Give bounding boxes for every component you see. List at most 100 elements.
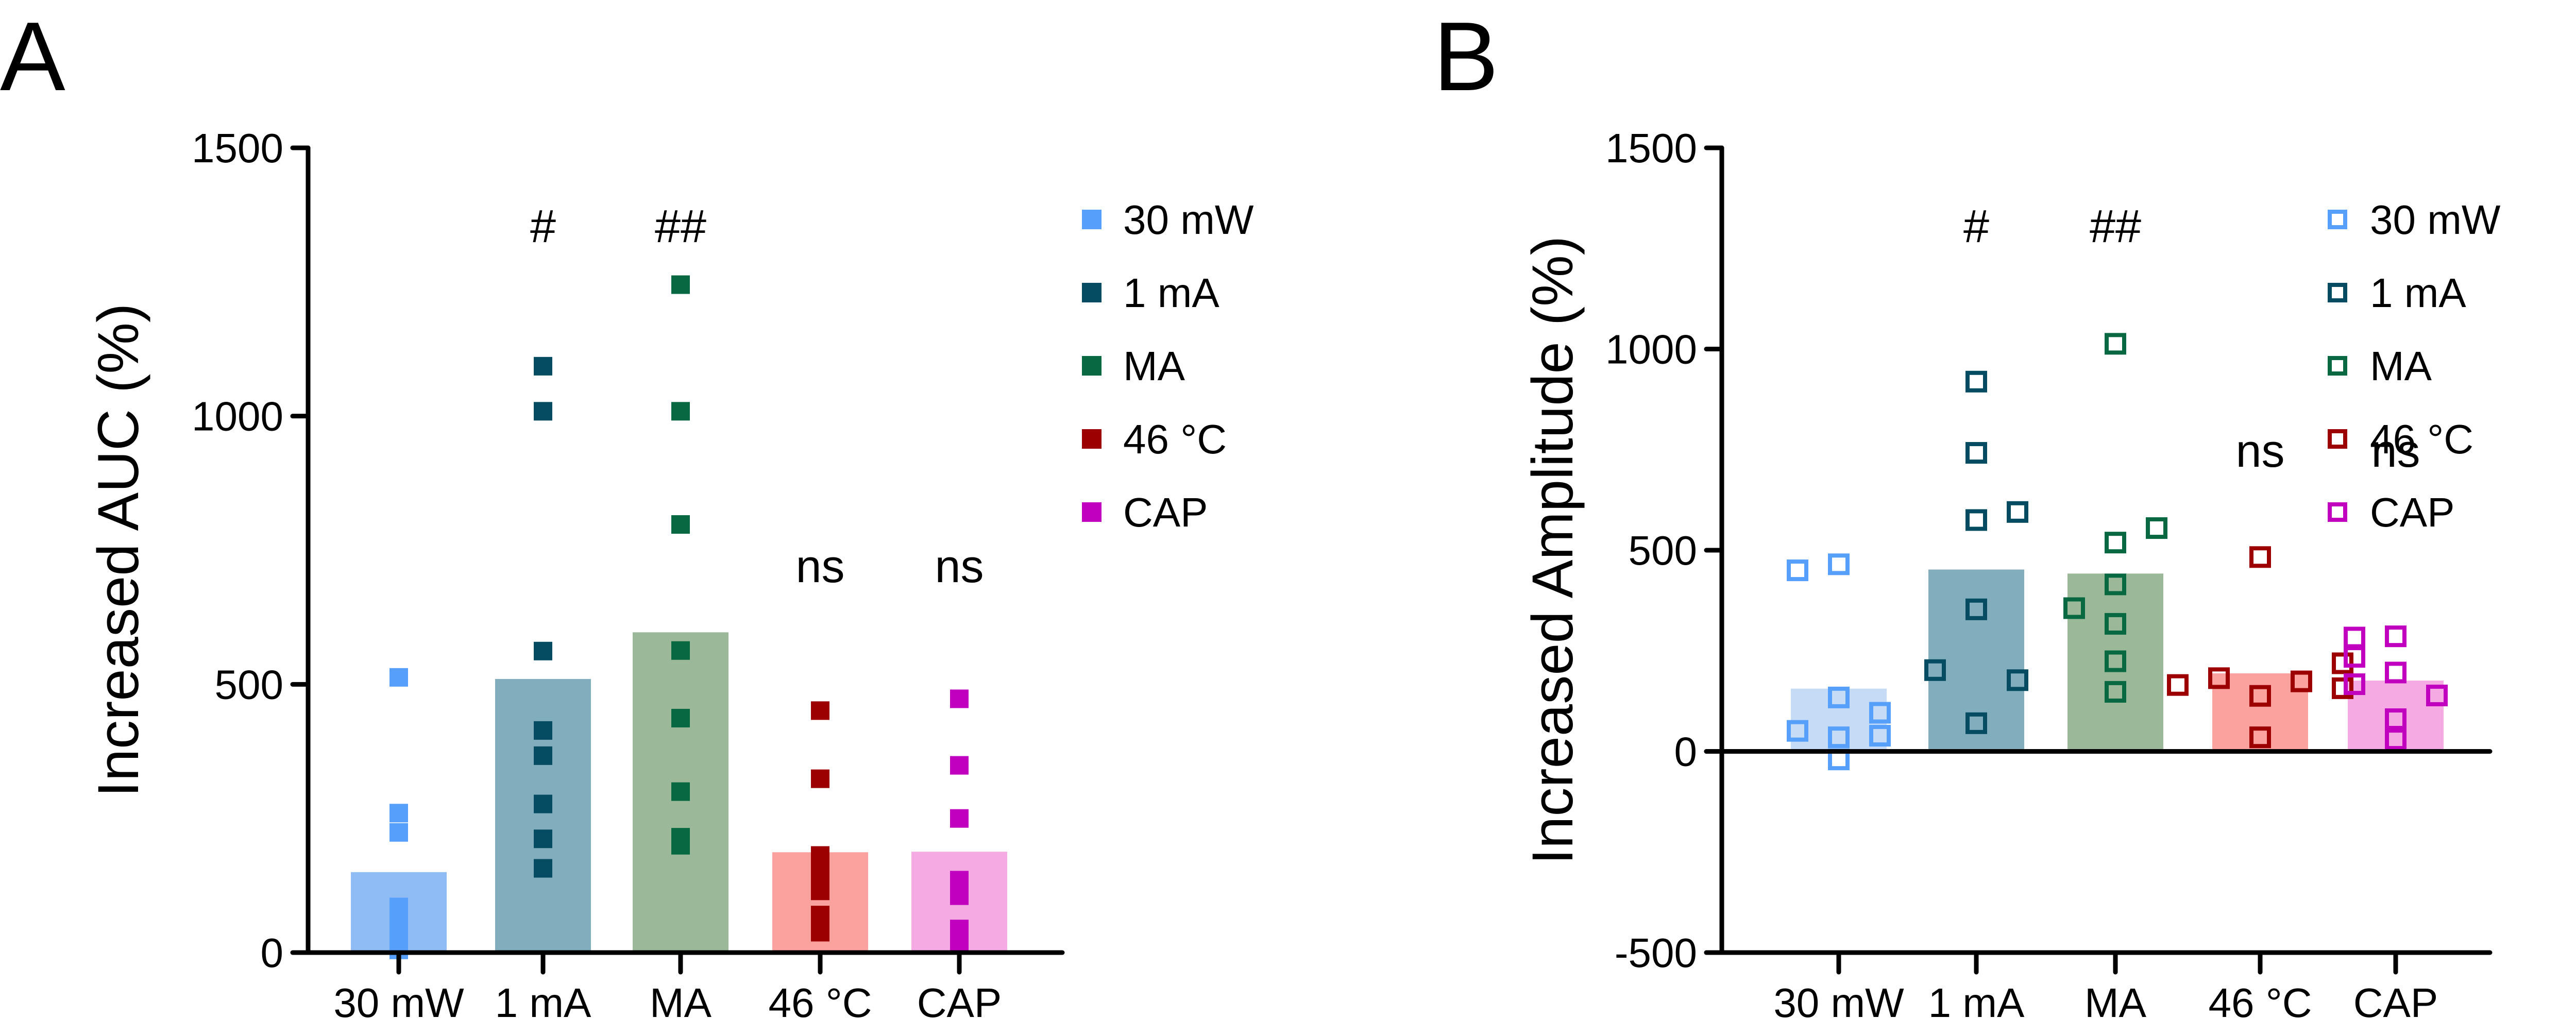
legend-marker (1082, 502, 1101, 522)
data-point (2332, 652, 2353, 674)
legend-marker (2328, 502, 2347, 522)
data-point (2344, 626, 2365, 649)
data-point (2249, 546, 2271, 568)
data-point (671, 782, 690, 801)
data-point (950, 886, 969, 905)
legend-marker (1082, 283, 1101, 302)
bar-1-ma (495, 678, 591, 953)
y-axis-title-b: Increased Amplitude (%) (1520, 236, 1585, 864)
data-point (2146, 517, 2167, 539)
data-point (2291, 670, 2312, 692)
data-point (1965, 598, 1987, 620)
y-ticks-b: -500 0 500 1000 1500 (1605, 125, 1724, 976)
points-b (1787, 333, 2448, 771)
panel-b: B Increased Amplitude (%) -500 0 500 1000 15… (1433, 2, 2501, 1026)
data-point (2105, 650, 2126, 672)
data-point (2385, 708, 2406, 731)
legend-marker (2328, 356, 2347, 376)
data-point (389, 668, 408, 687)
legend-label: 46 °C (1123, 416, 1227, 462)
data-point (2105, 573, 2126, 596)
data-point (2105, 532, 2126, 554)
data-point (2426, 684, 2448, 706)
data-point (1965, 442, 1987, 464)
data-point (950, 932, 969, 951)
legend-label: CAP (1123, 489, 1208, 535)
data-point (2063, 597, 2085, 619)
legend-label: MA (1123, 343, 1185, 389)
legend-marker (2328, 283, 2347, 302)
data-point (1869, 725, 1891, 747)
data-point (2007, 501, 2028, 523)
data-point (2249, 685, 2271, 707)
annotations-b: # ##ns ns (1963, 201, 2420, 477)
data-point (2344, 673, 2365, 695)
axes-a (291, 145, 1065, 955)
legend-label: MA (2370, 343, 2432, 389)
data-point (389, 823, 408, 842)
data-point (950, 756, 969, 775)
data-point (1787, 720, 1808, 742)
legend-marker (1082, 356, 1101, 376)
data-point (1828, 553, 1850, 575)
data-point (1828, 726, 1850, 749)
data-point (534, 829, 552, 849)
data-point (1787, 559, 1808, 582)
data-point (1924, 659, 1946, 681)
x-tick-label: 30 mW (333, 980, 464, 1026)
significance-label: # (1963, 201, 1989, 252)
y-axis-title-a: Increased AUC (%) (86, 303, 150, 798)
data-point (534, 402, 552, 421)
data-point (2105, 333, 2126, 355)
data-point (534, 794, 552, 813)
x-tick-label: 1 mA (1928, 980, 2025, 1026)
data-point (950, 809, 969, 828)
data-point (2249, 726, 2271, 749)
data-point (811, 906, 829, 925)
legend-marker (2328, 429, 2347, 449)
y-tick-label: 1000 (1605, 327, 1697, 372)
data-point (811, 701, 829, 720)
data-point (671, 641, 690, 660)
significance-label: ## (655, 201, 706, 252)
panel-a: A Increased AUC (%) 0 500 1000 1500 30 mW 1 … (0, 2, 1254, 1026)
y-tick-label: 1500 (192, 125, 283, 171)
data-point (2385, 661, 2406, 684)
x-tick-label: 46 °C (2209, 980, 2312, 1026)
significance-label: # (530, 201, 556, 252)
data-point (534, 746, 552, 765)
annotations-a: # ##ns ns (530, 201, 984, 592)
points-a (389, 275, 969, 959)
data-point (671, 275, 690, 294)
y-tick-label: 1500 (1605, 125, 1697, 171)
legend-marker (2328, 210, 2347, 229)
data-point (1869, 702, 1891, 724)
y-tick-label: -500 (1615, 930, 1697, 976)
x-tick-label: CAP (917, 980, 1002, 1026)
x-categories-b: 30 mW 1 mA MA 46 °C CAP (1773, 950, 2438, 1026)
legend-label: 1 mA (1123, 270, 1219, 316)
legend-label: 30 mW (2370, 197, 2501, 243)
legend-b: 30 mW 1 mA MA 46 °C CAP (2328, 197, 2501, 535)
data-point (389, 804, 408, 823)
legend-a: 30 mW 1 mA MA 46 °C CAP (1082, 197, 1254, 535)
significance-label: ns (935, 541, 984, 592)
significance-label: ## (2090, 201, 2141, 252)
data-point (534, 641, 552, 660)
x-categories-a: 30 mW 1 mA MA 46 °C CAP (333, 950, 1002, 1026)
data-point (2105, 681, 2126, 703)
legend-label: CAP (2370, 489, 2455, 535)
legend-label: 46 °C (2370, 416, 2473, 462)
legend-label: 1 mA (2370, 270, 2466, 316)
panel-letter-a: A (0, 2, 65, 111)
data-point (811, 923, 829, 942)
data-point (1965, 370, 1987, 393)
data-point (811, 881, 829, 901)
data-point (1965, 712, 1987, 734)
data-point (671, 836, 690, 855)
significance-label: ns (2371, 426, 2420, 477)
data-point (811, 769, 829, 788)
data-point (671, 402, 690, 421)
data-point (1965, 509, 1987, 531)
